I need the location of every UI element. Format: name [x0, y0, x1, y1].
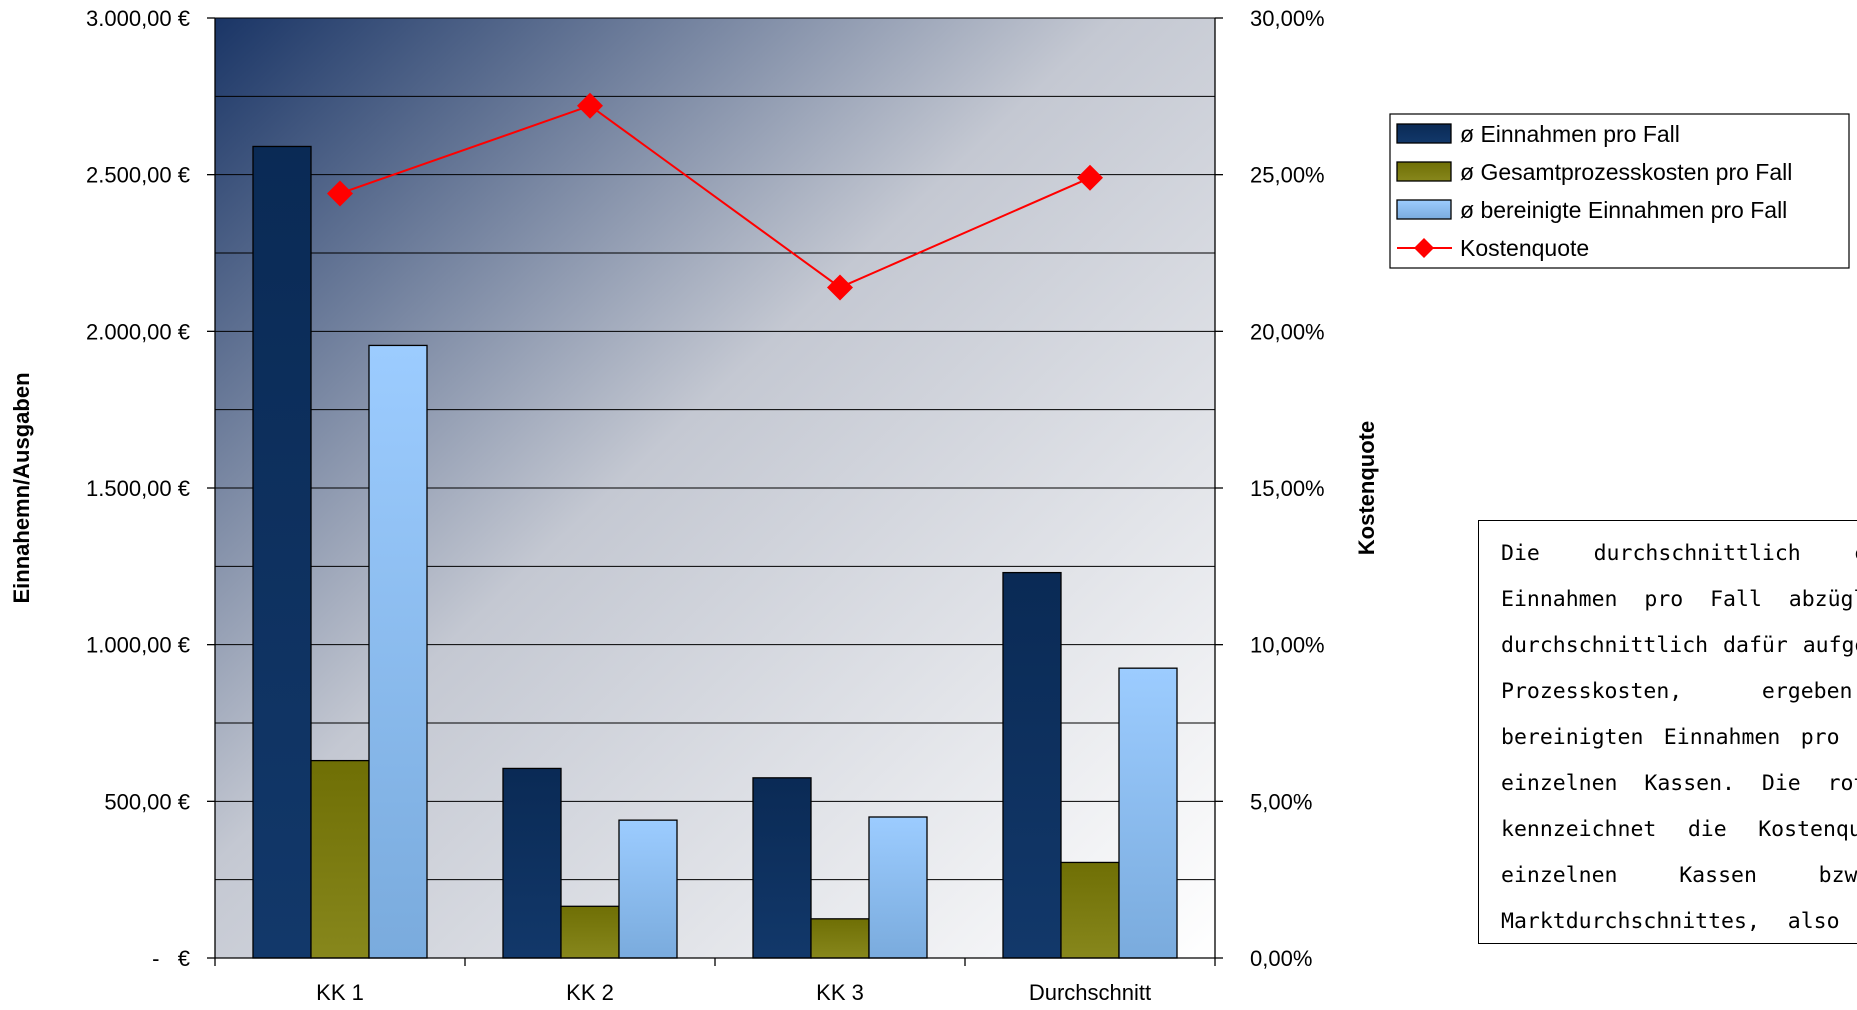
- legend-label: ø Einnahmen pro Fall: [1460, 121, 1680, 147]
- note-text: Die durchschnittlich erzielten Einnahmen…: [1501, 541, 1857, 934]
- y-tick-label: 1.000,00 €: [86, 633, 190, 658]
- x-tick-label: KK 2: [566, 980, 614, 1005]
- y-tick-label: 2.000,00 €: [86, 319, 190, 344]
- y-axis-title: Einnahemn/Ausgaben: [9, 372, 34, 603]
- legend-label: Kostenquote: [1460, 235, 1589, 261]
- bar--einnahmen-pro-fall: [1002, 571, 1062, 959]
- x-tick-label: KK 3: [816, 980, 864, 1005]
- bar--gesamtprozesskosten-pro-fall: [1060, 861, 1120, 959]
- bar--einnahmen-pro-fall: [252, 145, 312, 959]
- bar--bereinigte-einnahmen-pro-fall: [1118, 667, 1178, 959]
- legend-label: ø Gesamtprozesskosten pro Fall: [1460, 159, 1792, 185]
- y2-tick-label: 25,00%: [1250, 163, 1325, 188]
- legend-box: [1389, 113, 1850, 269]
- y2-tick-label: 5,00%: [1250, 789, 1312, 814]
- legend-marker: [1414, 238, 1434, 258]
- y2-tick-label: 10,00%: [1250, 633, 1325, 658]
- y2-axis-title: Kostenquote: [1354, 421, 1379, 555]
- line-kostenquote: [339, 104, 1091, 289]
- legend-swatch: [1396, 199, 1452, 220]
- bar--bereinigte-einnahmen-pro-fall: [618, 819, 678, 959]
- y2-tick-label: 0,00%: [1250, 946, 1312, 971]
- bar--gesamtprozesskosten-pro-fall: [810, 918, 870, 959]
- legend-swatch: [1396, 161, 1452, 182]
- point-kostenquote: [1077, 164, 1103, 191]
- point-kostenquote: [827, 274, 853, 301]
- legend-swatch: [1396, 123, 1452, 144]
- y-tick-label: 3.000,00 €: [86, 6, 190, 31]
- x-tick-label: Durchschnitt: [1029, 980, 1151, 1005]
- cost-line: [327, 92, 1103, 301]
- legend: ø Einnahmen pro Fall ø Gesamtprozesskoste…: [1389, 113, 1850, 269]
- y2-tick-label: 20,00%: [1250, 319, 1325, 344]
- y-tick-label: 1.500,00 €: [86, 476, 190, 501]
- bar--bereinigte-einnahmen-pro-fall: [368, 344, 428, 959]
- bars: [252, 145, 1178, 959]
- y2-tick-label: 15,00%: [1250, 476, 1325, 501]
- y-tick-label: 500,00 €: [104, 789, 190, 814]
- bar--bereinigte-einnahmen-pro-fall: [868, 816, 928, 959]
- bar--gesamtprozesskosten-pro-fall: [560, 905, 620, 959]
- bar--einnahmen-pro-fall: [502, 767, 562, 959]
- bar--einnahmen-pro-fall: [752, 777, 812, 959]
- legend-label: ø bereinigte Einnahmen pro Fall: [1460, 197, 1787, 223]
- y2-tick-label: 30,00%: [1250, 6, 1325, 31]
- y-tick-label: 2.500,00 €: [86, 163, 190, 188]
- note-box: Die durchschnittlich erzielten Einnahmen…: [1478, 520, 1857, 944]
- x-tick-label: KK 1: [316, 980, 364, 1005]
- point-kostenquote: [327, 180, 353, 207]
- bar--gesamtprozesskosten-pro-fall: [310, 759, 370, 959]
- y-tick-label: - €: [152, 946, 190, 971]
- point-kostenquote: [577, 92, 603, 119]
- axes: - € 500,00 € 1.000,00 € 1.500,00 € 2.000,00 …: [86, 6, 1325, 1005]
